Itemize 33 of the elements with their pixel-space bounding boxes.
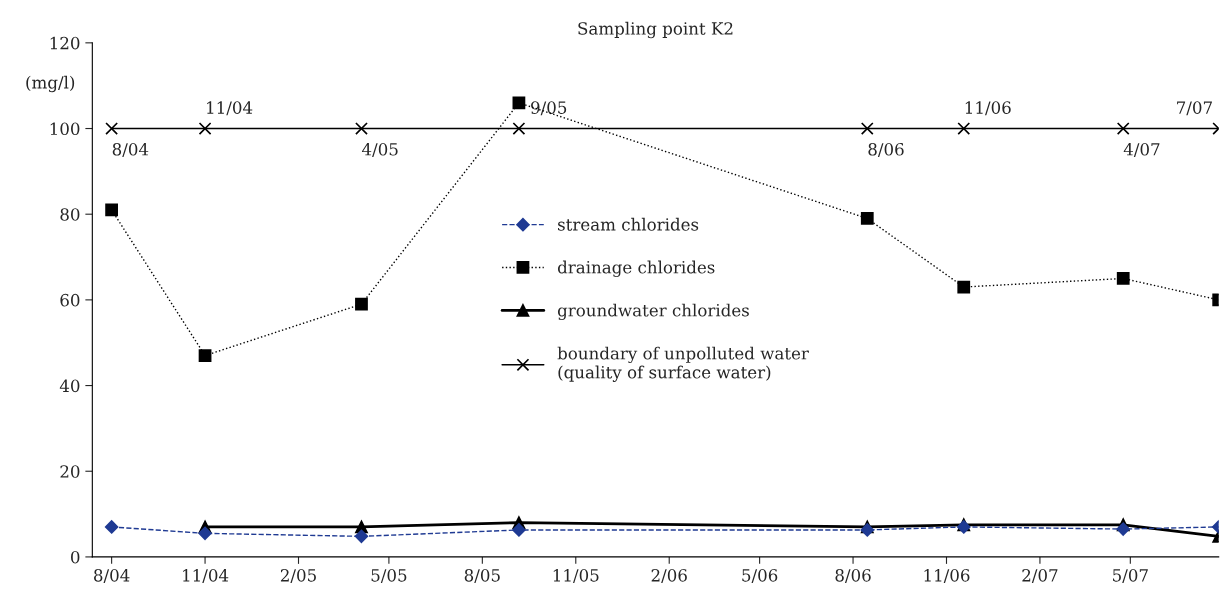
annotation: 9/05 (531, 101, 567, 116)
legend-label: stream chlorides (558, 217, 699, 231)
y-tick-label: 0 (71, 550, 80, 564)
x-tick-label: 11/04 (183, 569, 229, 583)
annotation: 8/04 (112, 142, 149, 157)
annotation: 4/07 (1123, 142, 1160, 157)
x-tick-label: 2/05 (280, 569, 316, 583)
x-tick-label: 8/05 (464, 569, 500, 583)
x-tick-label: 5/07 (1113, 569, 1148, 583)
y-tick-label: 40 (59, 379, 80, 393)
y-axis-title: (mg/l) (26, 75, 75, 93)
y-tick-label: 80 (60, 208, 80, 221)
y-tick-label: 100 (50, 122, 80, 136)
x-tick-label: 2/07 (1022, 569, 1058, 583)
x-tick-label: 5/06 (742, 569, 778, 583)
annotation: 4/05 (361, 142, 398, 157)
legend-label: boundary of unpolluted water (quality of surface water) (557, 346, 809, 382)
annotation: 7/07 (1177, 101, 1212, 116)
x-tick-label: 11/06 (924, 569, 970, 583)
y-tick-label: 20 (60, 465, 80, 478)
x-tick-label: 8/06 (835, 569, 871, 583)
y-tick-label: 120 (50, 36, 80, 50)
annotation: 11/04 (207, 101, 253, 116)
y-tick-label: 60 (60, 293, 80, 307)
x-tick-label: 8/04 (94, 569, 130, 583)
legend-label: drainage chlorides (557, 260, 715, 277)
x-tick-label: 2/06 (651, 569, 687, 583)
x-tick-label: 5/05 (371, 569, 407, 583)
legend-label: groundwater chlorides (557, 303, 749, 321)
chart-title: Sampling point K2 (578, 21, 733, 39)
x-tick-label: 11/05 (553, 569, 599, 583)
annotation: 11/06 (965, 101, 1011, 116)
annotation: 8/06 (868, 142, 904, 157)
